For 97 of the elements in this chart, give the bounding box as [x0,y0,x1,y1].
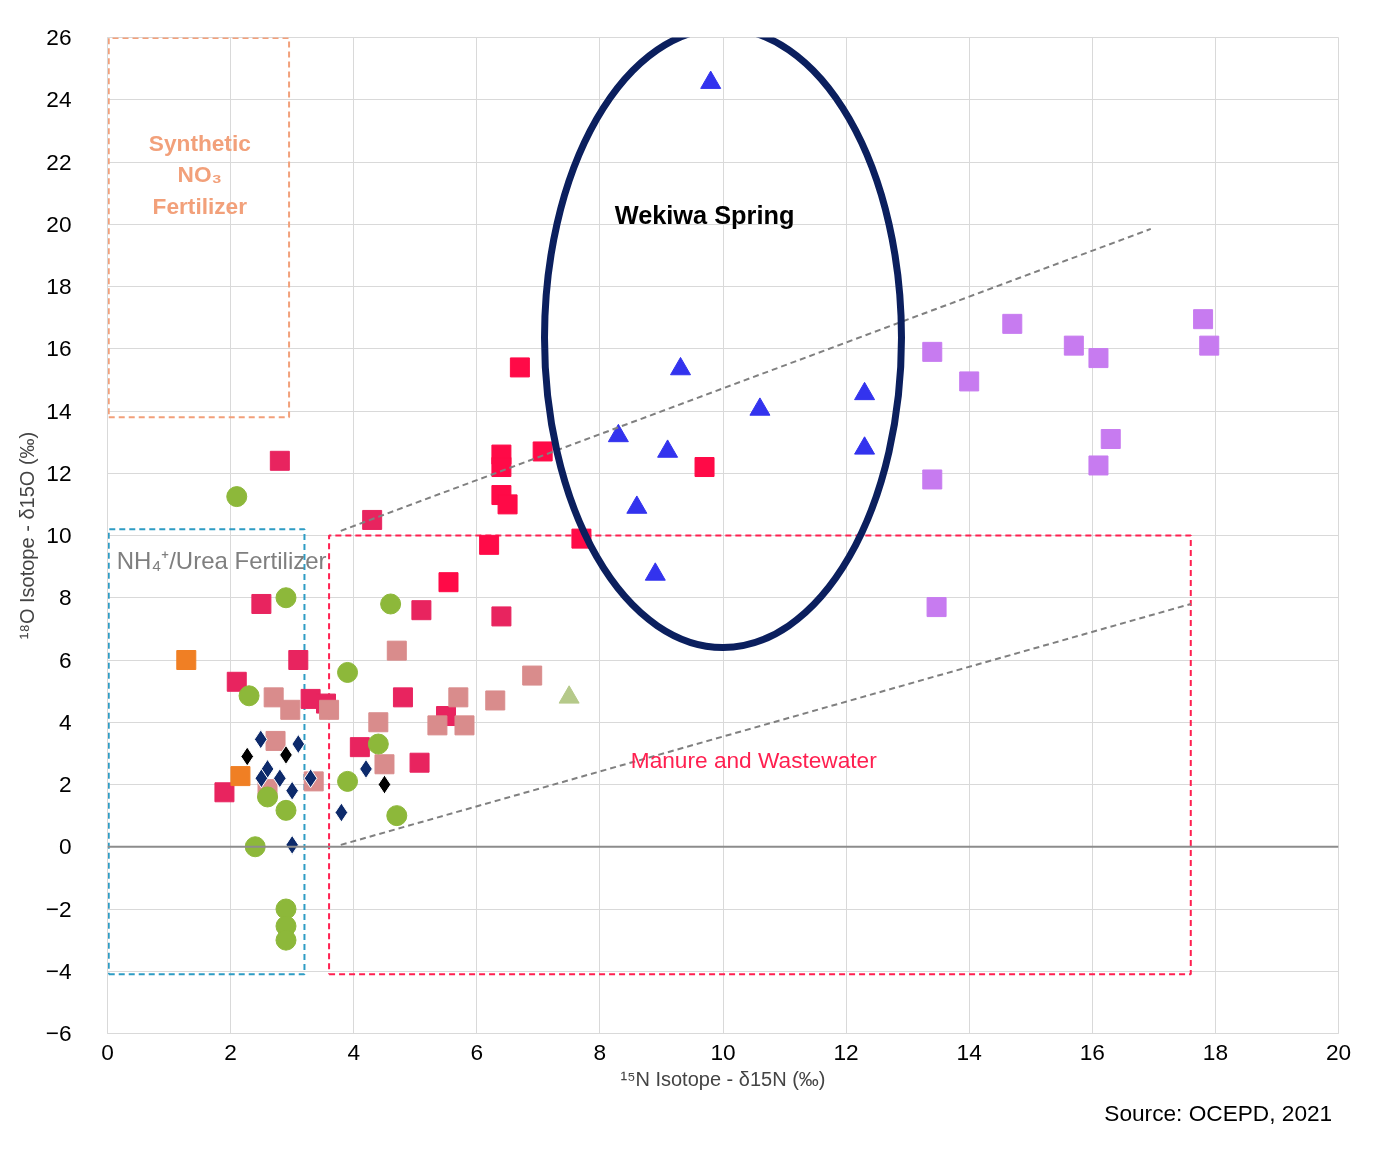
point [226,671,247,692]
point [319,699,340,720]
source-note: Source: OCEPD, 2021 [1104,1099,1333,1126]
y-tick-label: −4 [45,957,72,984]
point [214,782,235,803]
y-axis-title: ¹⁸O Isotope - δ15O (‰) [15,431,38,640]
x-tick-label: 6 [470,1038,484,1065]
y-tick-label: 6 [58,646,72,673]
point [303,768,318,789]
point [1100,429,1121,450]
y-tick-label: −6 [45,1020,72,1046]
y-tick-label: 18 [46,273,72,299]
y-tick-label: 8 [58,584,72,611]
point [922,469,943,490]
point [263,687,284,708]
point [491,457,512,478]
point [1193,309,1214,330]
x-tick-label: 16 [1079,1038,1105,1065]
annotation: Manure and Wastewater [630,746,878,773]
point [269,450,290,471]
point [448,687,469,708]
y-tick-label: 12 [46,459,72,486]
point [454,715,475,736]
point [238,685,260,707]
y-tick-label: 24 [46,86,72,113]
point [922,341,943,362]
point [260,758,275,779]
point [275,898,297,920]
point [275,587,297,609]
x-tick-label: 2 [224,1038,237,1065]
point [275,799,297,821]
point [251,593,272,614]
x-tick-label: 12 [833,1038,859,1065]
point [479,534,500,555]
x-tick-label: 14 [956,1038,982,1065]
point [349,737,370,758]
point [491,606,512,627]
point [497,494,518,515]
y-tick-label: 2 [58,771,72,797]
y-tick-label: 4 [58,708,72,735]
point [1002,313,1023,334]
x-tick-label: 8 [593,1038,607,1065]
point [926,597,947,618]
point [257,786,279,808]
y-tick-label: 22 [46,148,72,175]
point [380,593,402,615]
point [254,768,269,789]
point [368,712,389,733]
point [1088,455,1109,476]
point [411,600,432,621]
point [226,486,248,508]
y-tick-label: 0 [58,833,72,860]
point [362,509,383,530]
point [230,766,251,787]
point [485,690,506,711]
point [291,734,306,755]
y-tick-label: 10 [46,522,72,548]
annotation: NH₄⁺/Urea Fertilizer [116,546,327,574]
point [377,774,392,795]
point [253,729,268,750]
point [288,650,309,670]
x-tick-label: 10 [710,1038,736,1065]
point [386,640,407,661]
point [438,572,459,593]
x-tick-label: 18 [1202,1038,1228,1065]
point [265,730,286,751]
point [280,699,301,720]
point [509,357,530,378]
x-tick-label: 0 [101,1038,114,1065]
point [374,754,395,775]
point [367,733,389,755]
point [1199,335,1220,356]
point [1088,348,1109,369]
point [409,752,430,773]
x-tick-label: 20 [1325,1038,1352,1065]
y-tick-label: 26 [46,24,72,50]
point [522,665,543,686]
x-axis-title: ¹⁵N Isotope - δ15N (‰) [620,1067,826,1090]
point [240,746,255,767]
point [392,687,413,708]
point [337,661,359,683]
point [427,715,448,736]
point [176,650,197,670]
y-tick-label: −2 [45,895,72,922]
point [1063,335,1084,356]
y-tick-label: 20 [46,210,72,237]
annotation: Synthetic NO₃ Fertilizer [148,130,251,219]
x-tick-label: 4 [347,1038,361,1065]
point [334,802,349,823]
point [959,371,980,392]
point [386,805,408,827]
y-tick-label: 16 [46,335,72,362]
point [532,441,553,462]
point [337,770,359,792]
y-tick-label: 14 [46,397,72,424]
annotation: Wekiwa Spring [614,200,795,229]
point [694,457,715,478]
